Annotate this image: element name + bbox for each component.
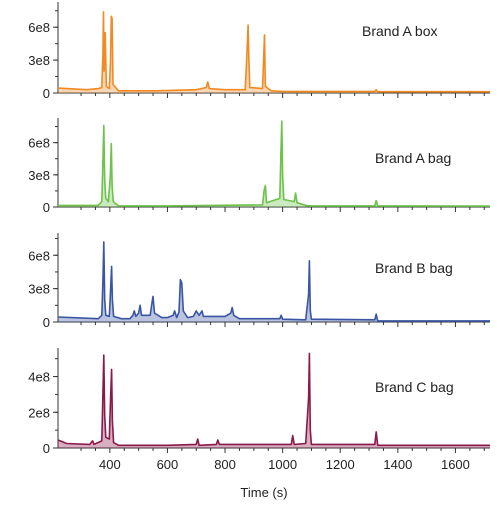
panel-2: 0 3e8 6e8 Brand A bag <box>28 118 491 215</box>
series-line <box>57 11 490 93</box>
x-tick-label: 1600 <box>441 457 470 472</box>
x-tick-label: 1200 <box>326 457 355 472</box>
y-tick-label: 3e8 <box>28 53 50 68</box>
x-tick-label: 400 <box>99 457 121 472</box>
panel-4: 0 2e8 4e8 Brand C bag <box>28 348 490 456</box>
y-tick-label: 6e8 <box>28 248 50 263</box>
y-tick-label: 0 <box>43 86 50 101</box>
panel-label: Brand A box <box>362 23 438 39</box>
series-line <box>57 352 490 447</box>
x-tick-label: 600 <box>157 457 179 472</box>
panel-1: 0 3e8 6e8 Brand A box <box>28 2 490 101</box>
x-tick-label: 800 <box>214 457 236 472</box>
y-tick-label: 6e8 <box>28 20 50 35</box>
y-tick-label: 0 <box>43 441 50 456</box>
y-tick-label: 6e8 <box>28 136 50 151</box>
panel-3: 0 3e8 6e8 Brand B bag <box>28 233 490 330</box>
x-axis: 400 600 800 1000 1200 1400 1600 <box>99 457 470 472</box>
y-tick-label: 0 <box>43 200 50 215</box>
series-area <box>58 241 490 322</box>
y-tick-label: 4e8 <box>28 370 50 385</box>
chart-panels: 0 3e8 6e8 Brand A box 0 3e8 6e8 Brand A bag 0 3e8… <box>28 2 491 456</box>
x-tick-label: 1000 <box>268 457 297 472</box>
panel-label: Brand C bag <box>375 379 454 395</box>
x-tick-label: 1400 <box>383 457 412 472</box>
y-tick-label: 2e8 <box>28 405 50 420</box>
series-area <box>58 353 490 448</box>
panel-label: Brand B bag <box>375 260 453 276</box>
x-axis-title: Time (s) <box>240 485 287 500</box>
y-tick-label: 3e8 <box>28 168 50 183</box>
y-tick-label: 3e8 <box>28 282 50 297</box>
series-line <box>58 120 491 207</box>
series-line <box>57 241 490 322</box>
panel-label: Brand A bag <box>375 150 451 166</box>
y-tick-label: 0 <box>43 315 50 330</box>
